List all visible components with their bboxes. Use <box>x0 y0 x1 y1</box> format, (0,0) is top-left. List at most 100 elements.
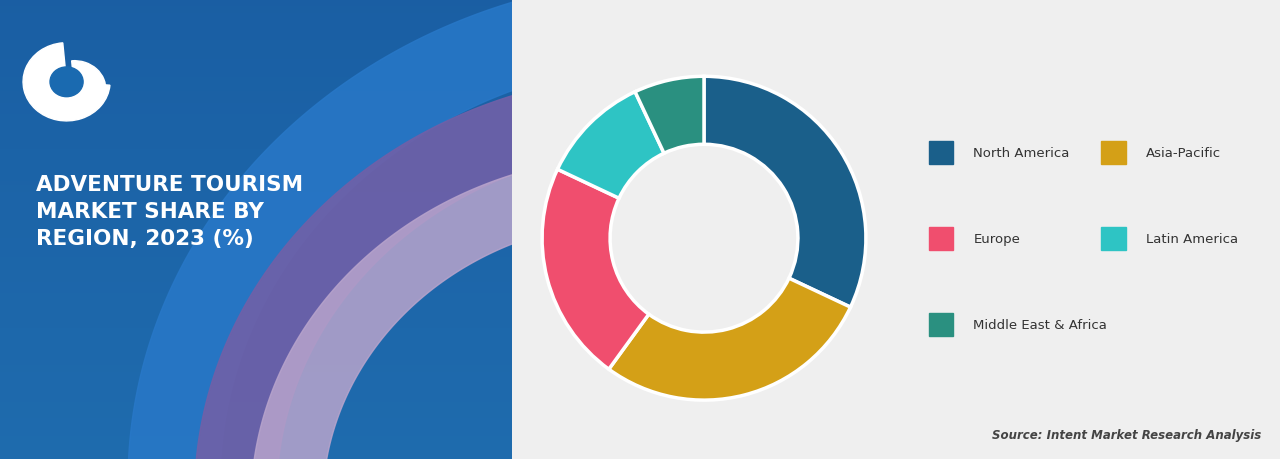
Bar <box>0 106 512 108</box>
Bar <box>0 282 512 285</box>
Bar <box>0 73 512 76</box>
Bar <box>0 7 512 9</box>
Bar <box>0 145 512 147</box>
Bar <box>0 112 512 115</box>
FancyBboxPatch shape <box>928 227 952 251</box>
Bar <box>0 220 512 223</box>
Bar <box>0 241 512 243</box>
Bar <box>0 94 512 96</box>
FancyBboxPatch shape <box>928 313 952 336</box>
Bar <box>0 386 512 388</box>
Bar <box>0 310 512 312</box>
Bar <box>0 438 512 441</box>
Bar <box>0 406 512 409</box>
Bar <box>0 154 512 156</box>
Bar <box>0 204 512 207</box>
Bar <box>0 147 512 149</box>
Bar <box>0 239 512 241</box>
Bar <box>0 163 512 165</box>
Circle shape <box>50 68 83 97</box>
Bar <box>0 255 512 257</box>
Bar <box>0 376 512 379</box>
Bar <box>0 278 512 280</box>
Text: Middle East & Africa: Middle East & Africa <box>973 319 1107 331</box>
Bar <box>0 287 512 289</box>
Bar <box>0 142 512 145</box>
Bar <box>0 57 512 60</box>
Bar <box>0 360 512 363</box>
Bar <box>0 216 512 218</box>
Bar <box>0 207 512 209</box>
Bar <box>0 369 512 372</box>
Bar <box>0 126 512 129</box>
Bar <box>0 23 512 25</box>
Bar <box>0 374 512 376</box>
Bar <box>0 39 512 41</box>
Bar <box>0 92 512 94</box>
Bar <box>0 172 512 174</box>
Bar <box>0 248 512 250</box>
Bar <box>0 117 512 119</box>
Polygon shape <box>128 0 617 459</box>
Wedge shape <box>72 62 106 92</box>
FancyBboxPatch shape <box>1101 227 1125 251</box>
Bar <box>0 195 512 197</box>
Bar <box>0 53 512 55</box>
Bar <box>0 452 512 454</box>
Bar <box>0 78 512 80</box>
Bar <box>0 349 512 351</box>
Bar <box>0 259 512 262</box>
Bar <box>0 193 512 195</box>
Bar <box>0 103 512 106</box>
Bar <box>0 312 512 314</box>
Bar <box>0 381 512 383</box>
Bar <box>0 181 512 184</box>
Bar <box>0 177 512 179</box>
Bar <box>0 5 512 7</box>
Bar <box>0 69 512 71</box>
Bar <box>0 365 512 367</box>
Bar <box>0 445 512 448</box>
Bar <box>0 436 512 438</box>
Bar <box>0 356 512 358</box>
Bar <box>0 227 512 230</box>
Bar <box>0 347 512 349</box>
Wedge shape <box>609 279 850 400</box>
Bar <box>0 108 512 110</box>
Bar <box>0 41 512 44</box>
Bar <box>0 140 512 142</box>
Bar <box>0 404 512 406</box>
Bar <box>0 223 512 225</box>
Bar <box>0 418 512 420</box>
Polygon shape <box>251 156 640 459</box>
Bar <box>0 60 512 62</box>
Bar <box>0 427 512 429</box>
Bar <box>0 429 512 431</box>
Bar <box>0 289 512 291</box>
Bar <box>0 250 512 252</box>
Bar <box>0 402 512 404</box>
Bar <box>0 234 512 236</box>
Bar <box>0 55 512 57</box>
Bar <box>0 337 512 340</box>
Bar <box>0 266 512 269</box>
Bar <box>0 285 512 287</box>
Bar <box>0 213 512 216</box>
Bar <box>0 209 512 211</box>
Bar <box>0 294 512 296</box>
Bar <box>0 28 512 30</box>
Bar <box>0 0 512 2</box>
Bar <box>0 218 512 220</box>
Bar <box>0 119 512 122</box>
Text: Latin America: Latin America <box>1147 232 1238 246</box>
Bar <box>0 170 512 172</box>
Bar <box>0 413 512 415</box>
Bar <box>0 262 512 264</box>
Bar <box>0 280 512 282</box>
Wedge shape <box>635 77 704 154</box>
Bar <box>0 186 512 188</box>
Bar <box>0 197 512 200</box>
Bar <box>0 441 512 443</box>
Bar <box>0 425 512 427</box>
Bar <box>0 48 512 50</box>
